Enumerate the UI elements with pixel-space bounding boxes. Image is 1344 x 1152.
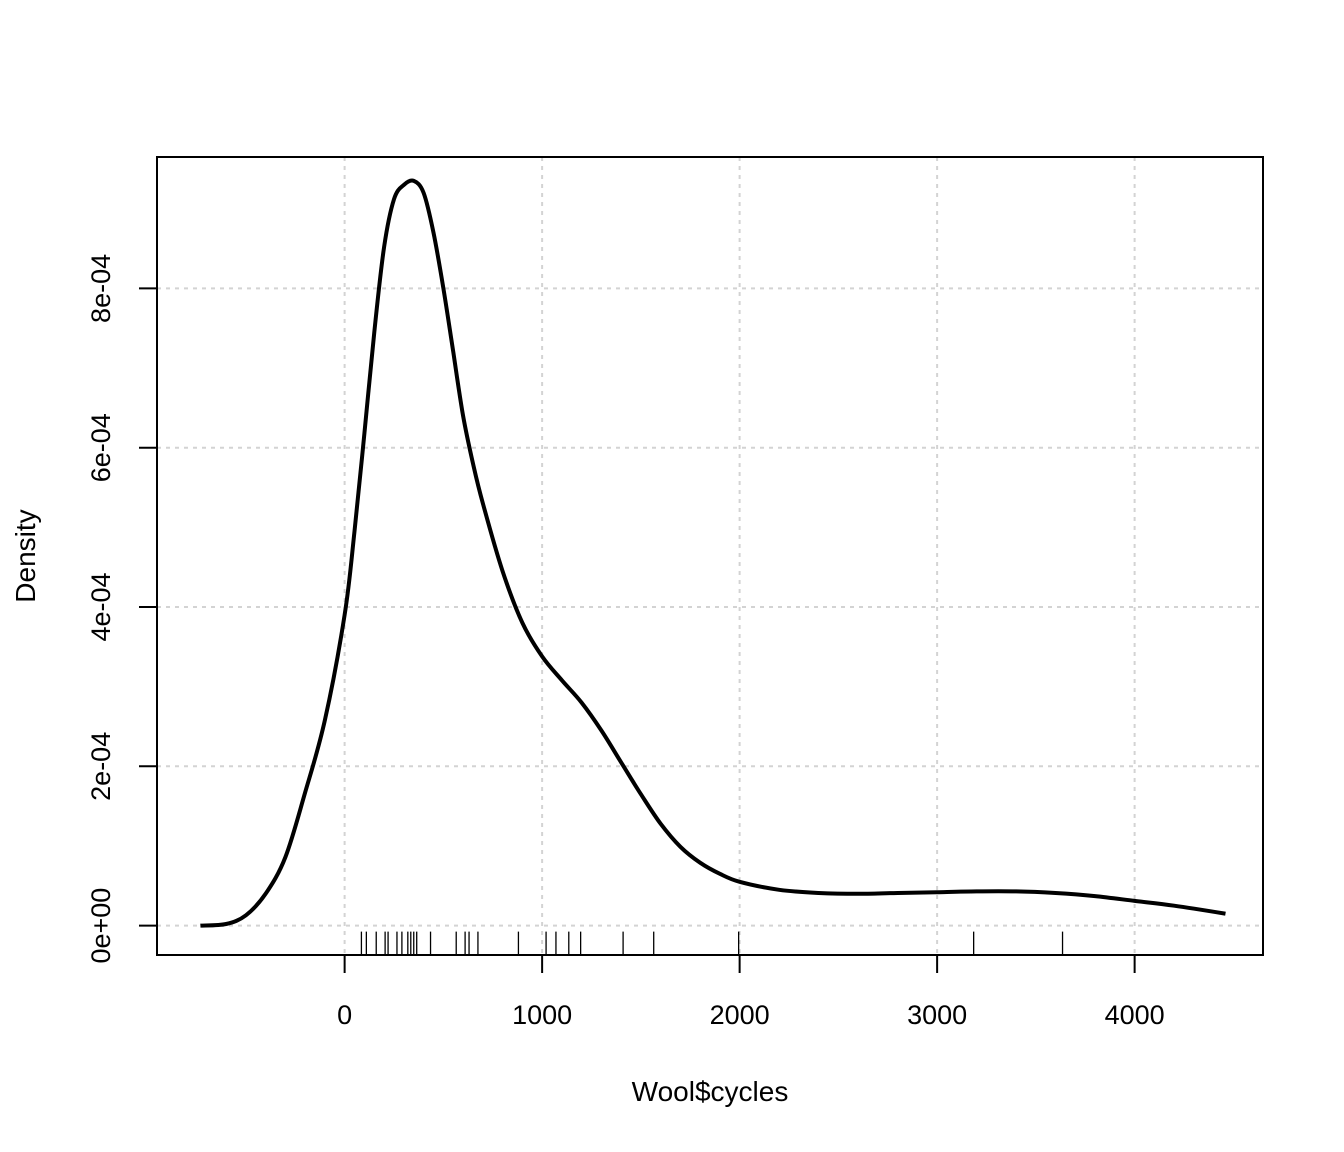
x-tick-label: 2000: [710, 1000, 770, 1030]
x-tick-label: 0: [337, 1000, 352, 1030]
y-tick-label: 6e-04: [86, 413, 116, 482]
rug-marks: [360, 931, 1064, 955]
x-axis-title: Wool$cycles: [632, 1076, 789, 1107]
plot-frame: [156, 156, 1264, 956]
density-curve-layer: [200, 178, 1226, 928]
y-axis: 0e+00 2e-04 4e-04 6e-04 8e-04: [86, 254, 158, 964]
x-tick-label: 1000: [512, 1000, 572, 1030]
y-tick-label: 0e+00: [86, 888, 116, 964]
x-tick-label: 3000: [907, 1000, 967, 1030]
y-tick-label: 2e-04: [86, 732, 116, 801]
y-tick-label: 8e-04: [86, 254, 116, 323]
grid-lines: [157, 157, 1263, 955]
density-line: [200, 178, 1226, 928]
x-axis: 0 1000 2000 3000 4000: [337, 954, 1165, 1030]
y-tick-label: 4e-04: [86, 572, 116, 641]
y-axis-title: Density: [10, 509, 41, 602]
x-tick-label: 4000: [1105, 1000, 1165, 1030]
